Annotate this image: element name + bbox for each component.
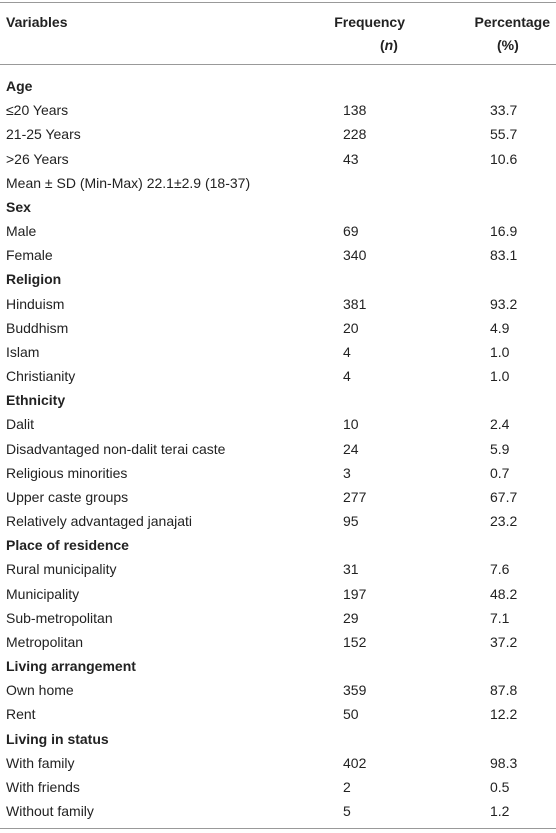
row-label: Without family: [6, 803, 94, 820]
frequency-cell: 197: [343, 585, 367, 602]
row-label: Disadvantaged non-dalit terai caste: [6, 440, 226, 457]
row-label: With friends: [6, 778, 80, 795]
header-cell: Frequency: [334, 14, 405, 30]
frequency-cell: 50: [343, 706, 359, 723]
percentage-cell: 1.2: [490, 803, 510, 820]
percentage-cell: 33.7: [490, 102, 518, 119]
percentage-cell: 0.5: [490, 778, 510, 795]
section-title: Living in status: [6, 730, 109, 747]
top-rule: [0, 2, 556, 3]
row-label: Rural municipality: [6, 561, 117, 578]
row-label: >26 Years: [6, 150, 69, 167]
frequency-cell: 43: [343, 150, 359, 167]
section-title: Ethnicity: [6, 392, 66, 409]
percentage-cell: 0.7: [490, 464, 510, 481]
frequency-cell: 138: [343, 102, 367, 119]
row-label: Male: [6, 223, 37, 240]
percentage-cell: 1.0: [490, 368, 510, 385]
percentage-cell: 5.9: [490, 440, 510, 457]
row-label: Upper caste groups: [6, 488, 129, 505]
bottom-rule: [0, 828, 556, 829]
frequency-cell: 29: [343, 609, 359, 626]
row-label: Christianity: [6, 368, 76, 385]
frequency-cell: 95: [343, 513, 359, 530]
percentage-cell: 12.2: [490, 706, 518, 723]
section-title: Sex: [6, 198, 31, 215]
row-label: Buddhism: [6, 319, 69, 336]
percentage-cell: 16.9: [490, 223, 518, 240]
percentage-cell: 4.9: [490, 319, 510, 336]
frequency-cell: 24: [343, 440, 359, 457]
frequency-cell: 31: [343, 561, 359, 578]
frequency-cell: 402: [343, 754, 367, 771]
percentage-cell: 1.0: [490, 343, 510, 360]
frequency-cell: 4: [343, 368, 351, 385]
frequency-cell: 359: [343, 682, 367, 699]
paren: ): [393, 37, 398, 53]
row-label: Municipality: [6, 585, 80, 602]
header-cell: Percentage: [474, 14, 550, 30]
row-label: Female: [6, 247, 53, 264]
frequency-cell: 2: [343, 778, 351, 795]
section-title: Living arrangement: [6, 658, 136, 675]
row-label: Relatively advantaged janajati: [6, 513, 193, 530]
row-label: Religious minorities: [6, 464, 128, 481]
percentage-cell: 67.7: [490, 488, 518, 505]
frequency-cell: 5: [343, 803, 351, 820]
row-label: Metropolitan: [6, 633, 84, 650]
frequency-cell: 20: [343, 319, 359, 336]
header-cell: (%): [497, 37, 519, 53]
row-label: With family: [6, 754, 75, 771]
frequency-cell: 3: [343, 464, 351, 481]
row-label: 21-25 Years: [6, 126, 81, 143]
percentage-cell: 37.2: [490, 633, 518, 650]
frequency-cell: 340: [343, 247, 367, 264]
header-rule: [0, 64, 556, 65]
section-title: Age: [6, 78, 33, 94]
section-title: Place of residence: [6, 537, 129, 554]
row-label: ≤20 Years: [6, 102, 69, 119]
frequency-cell: 228: [343, 126, 367, 143]
row-label: Sub-metropolitan: [6, 609, 113, 626]
percentage-cell: 2.4: [490, 416, 510, 433]
symbol: n: [384, 37, 394, 53]
frequency-cell: 69: [343, 223, 359, 240]
row-label: Own home: [6, 682, 74, 699]
percentage-cell: 83.1: [490, 247, 518, 264]
frequency-cell: 10: [343, 416, 359, 433]
row-label: Islam: [6, 343, 40, 360]
row-label: Rent: [6, 706, 36, 723]
paren: (: [380, 37, 385, 53]
header-cell: (n): [380, 36, 398, 54]
section-title: Religion: [6, 271, 62, 288]
percentage-cell: 93.2: [490, 295, 518, 312]
percentage-cell: 98.3: [490, 754, 518, 771]
frequency-cell: 381: [343, 295, 367, 312]
header-cell: Variables: [6, 14, 68, 30]
frequency-cell: 4: [343, 343, 351, 360]
percentage-cell: 48.2: [490, 585, 518, 602]
row-label: Dalit: [6, 416, 35, 433]
percentage-cell: 87.8: [490, 682, 518, 699]
percentage-cell: 55.7: [490, 126, 518, 143]
percentage-cell: 23.2: [490, 513, 518, 530]
frequency-cell: 277: [343, 488, 367, 505]
percentage-cell: 10.6: [490, 150, 518, 167]
percentage-cell: 7.1: [490, 609, 510, 626]
row-label: Hinduism: [6, 295, 65, 312]
percentage-cell: 7.6: [490, 561, 510, 578]
summary-note: Mean ± SD (Min-Max) 22.1±2.9 (18-37): [6, 174, 251, 191]
frequency-cell: 152: [343, 633, 367, 650]
